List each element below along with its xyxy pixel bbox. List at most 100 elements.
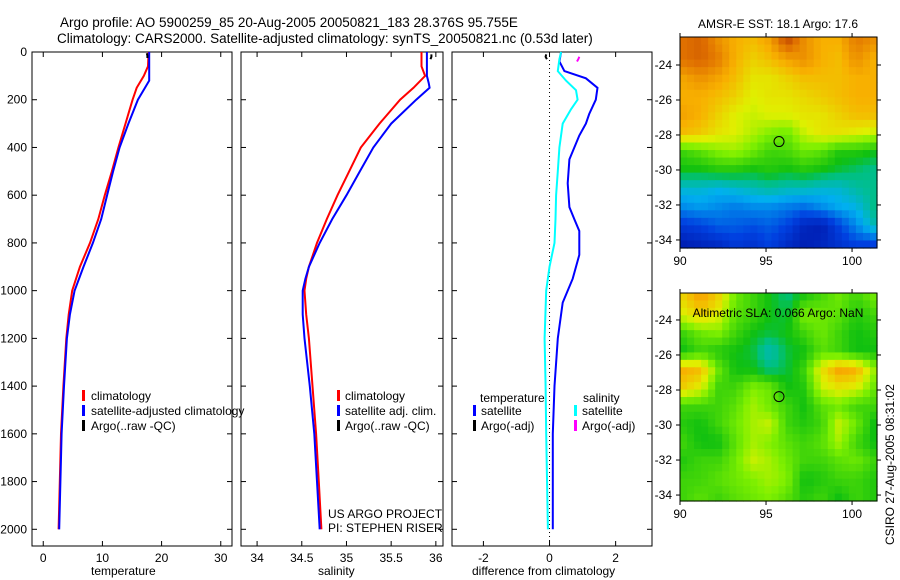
heatmap-cell [743,119,751,129]
heatmap-cell [820,232,829,242]
heatmap-cell [799,119,808,129]
heatmap-cell [813,471,822,480]
heatmap-cell [820,210,829,219]
heatmap-cell [771,97,780,106]
heatmap-cell [750,119,758,129]
heatmap-cell [813,397,822,406]
heatmap-cell [708,382,716,391]
heatmap-cell [715,382,723,391]
timestamp-stamp: CSIRO 27-Aug-2005 08:31:02 [883,384,897,545]
heatmap-cell [764,142,773,151]
heatmap-cell [827,112,836,121]
heatmap-cell [715,300,723,309]
heatmap-cell [869,67,878,76]
heatmap-cell [820,240,829,249]
heatmap-cell [764,367,773,376]
difference-axis-label: difference from climatology [472,564,615,578]
heatmap-cell [848,52,857,61]
heatmap-cell [694,104,702,113]
heatmap-cell [715,315,723,324]
heatmap-cell [869,434,878,443]
heatmap-cell [771,74,780,83]
heatmap-cell [757,74,766,83]
heatmap-cell [757,37,766,46]
heatmap-cell [680,165,688,174]
heatmap-cell [820,419,829,428]
heatmap-cell [841,367,850,376]
heatmap-cell [862,426,871,435]
heatmap-cell [701,337,709,346]
heatmap-cell [820,374,829,383]
heatmap-cell [771,463,780,472]
heatmap-cell [708,359,716,368]
heatmap-cell [722,300,730,309]
heatmap-cell [708,307,716,316]
figure-title-line2: Climatology: CARS2000. Satellite-adjuste… [57,31,593,46]
heatmap-cell [799,134,808,144]
heatmap-cell [729,352,737,361]
heatmap-cell [827,367,836,376]
heatmap-cell [680,195,688,204]
heatmap-cell [813,232,822,242]
heatmap-cell [806,37,815,46]
heatmap-cell [729,37,737,46]
heatmap-cell [862,37,871,46]
heatmap-cell [792,150,801,159]
heatmap-cell [813,150,822,159]
heatmap-cell [785,44,794,53]
heatmap-cell [715,202,723,211]
heatmap-cell [736,404,744,413]
heatmap-cell [680,52,688,61]
heatmap-cell [701,74,709,83]
heatmap-cell [715,493,723,502]
heatmap-cell [708,44,716,53]
heatmap-cell [757,486,766,495]
heatmap-cell [813,134,822,144]
heatmap-cell [855,463,864,472]
heatmap-cell [757,172,766,181]
heatmap-cell [778,322,787,331]
x-tick-label: 35.5 [379,551,403,565]
heatmap-cell [722,449,730,458]
heatmap-cell [841,172,850,181]
heatmap-cell [743,74,751,83]
heatmap-cell [848,397,857,406]
heatmap-cell [785,202,794,211]
heatmap-cell [799,411,808,420]
heatmap-cell [841,97,850,106]
heatmap-cell [792,232,801,242]
heatmap-cell [799,52,808,61]
heatmap-cell [715,217,723,226]
heatmap-cell [792,389,801,398]
heatmap-cell [757,307,766,316]
heatmap-cell [743,59,751,68]
heatmap-cell [778,307,787,316]
heatmap-cell [827,322,836,331]
heatmap-cell [736,478,744,487]
heatmap-cell [708,293,716,302]
heatmap-cell [680,142,688,151]
heatmap-cell [862,456,871,465]
heatmap-cell [715,293,723,302]
heatmap-cell [834,225,843,234]
heatmap-cell [750,389,758,398]
heatmap-cell [701,202,709,211]
heatmap-cell [764,441,773,450]
heatmap-cell [841,119,850,129]
heatmap-cell [834,382,843,391]
heatmap-cell [687,89,695,98]
heatmap-cell [778,330,787,339]
heatmap-cell [806,187,815,196]
heatmap-cell [722,293,730,302]
heatmap-cell [736,225,744,234]
heatmap-cell [848,74,857,83]
heatmap-cell [687,478,695,487]
sla-map-title: Altimetric SLA: 0.066 Argo: NaN [693,306,864,320]
heatmap-cell [743,322,751,331]
heatmap-cell [792,315,801,324]
heatmap-cell [701,172,709,181]
heatmap-cell [862,359,871,368]
heatmap-cell [771,419,780,428]
heatmap-cell [778,157,787,166]
legend-label: satellite [582,404,623,418]
